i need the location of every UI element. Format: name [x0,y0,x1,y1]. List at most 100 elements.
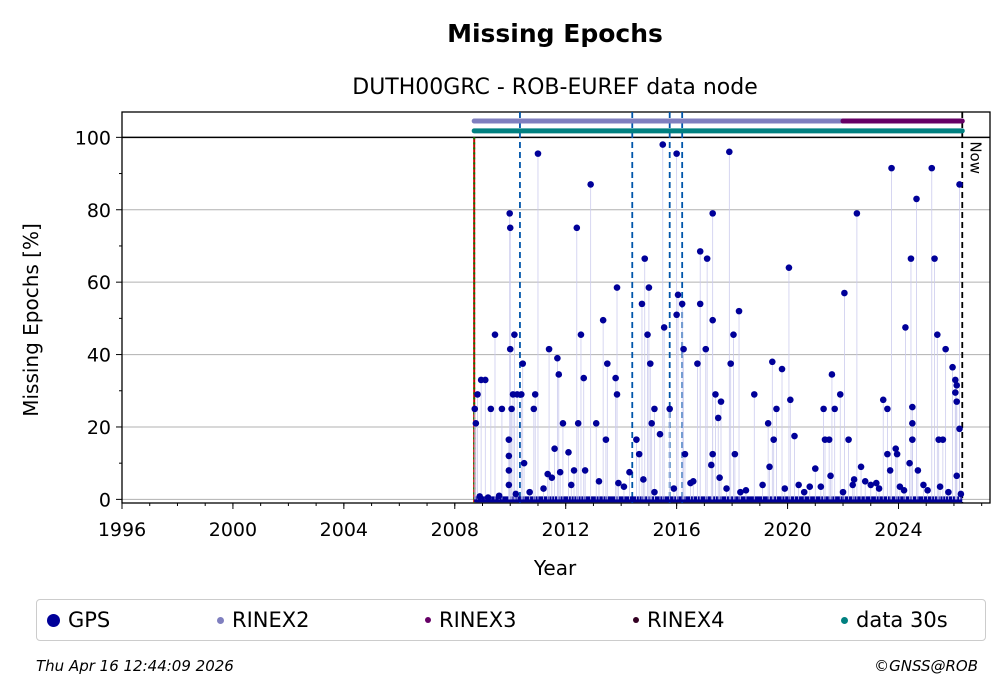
data-point [886,467,894,474]
data-point [673,311,680,319]
x-tick-label: 2000 [209,519,257,541]
data-point [841,289,848,297]
data-point [820,405,827,413]
plot-frame [121,111,991,504]
data-point [484,494,492,501]
x-axis-label: Year [533,556,577,580]
data-point [574,420,582,427]
data-point [742,487,750,494]
data-point [511,331,518,338]
data-point [580,374,588,382]
data-point [778,365,786,373]
data-point [556,468,564,476]
data-point [526,488,533,496]
legend-marker [217,616,224,624]
legend-item: GPS [47,608,110,632]
data-point [645,284,653,291]
data-point [551,445,558,452]
data-point [520,459,528,467]
data-point [544,470,551,478]
data-point [913,195,920,203]
data-point [666,405,673,413]
data-point [942,345,949,353]
data-point [660,324,668,331]
data-point [615,479,622,487]
data-point [909,436,916,443]
data-point [565,449,572,456]
footer-timestamp: Thu Apr 16 12:44:09 2026 [36,657,234,675]
data-point [519,360,527,367]
legend-item: RINEX3 [425,608,517,632]
data-point [638,300,646,308]
data-point [914,467,922,474]
data-point [587,181,594,188]
data-point [952,376,959,384]
y-tick-label: 40 [87,345,111,367]
data-point [505,467,513,474]
data-point [795,481,802,489]
footer-copyright: ©GNSS@ROB [874,657,978,675]
data-point [707,461,715,469]
data-point [714,414,722,422]
legend: GPS RINEX2 RINEX3 RINEX4 data 30s [36,599,986,641]
data-point [505,436,513,443]
data-point [689,477,697,485]
legend-marker [633,617,639,623]
data-point [481,376,489,384]
now-label: Now [966,141,984,174]
data-point [681,450,689,458]
data-point [896,483,904,491]
data-point [613,284,621,291]
x-tick-label: 1996 [98,519,146,541]
data-point [709,450,716,458]
data-point [875,485,883,492]
data-point [920,481,927,489]
data-point [879,396,887,404]
data-point [495,492,503,500]
data-point [934,331,941,338]
data-point [505,452,513,460]
data-point [471,405,479,413]
data-point [945,488,952,496]
data-point [626,468,633,476]
data-point [559,420,567,427]
y-tick-label: 60 [87,272,111,294]
legend-label: RINEX2 [232,608,310,632]
data-point [787,396,794,404]
x-tick-label: 2008 [431,519,479,541]
y-tick-label: 80 [87,200,111,222]
data-point [696,248,704,255]
data-point [620,483,628,491]
legend-label: data 30s [856,608,948,632]
data-point [487,405,495,413]
data-point [670,485,678,492]
data-point [723,485,730,492]
data-point [731,450,739,458]
data-point [953,398,961,405]
y-tick-label: 20 [87,417,111,439]
y-tick-label: 100 [75,127,111,149]
data-point [867,481,875,489]
data-point [773,405,780,413]
data-point [567,481,575,489]
data-point [893,450,901,458]
data-point [717,398,725,405]
data-point [909,403,916,411]
y-axis-label: Missing Epochs [%] [19,223,43,417]
data-point [709,316,716,324]
chart: Missing Epochs DUTH00GRC - ROB-EUREF dat… [19,19,991,580]
data-point [828,371,836,378]
legend-item: RINEX2 [217,608,310,632]
data-point [931,255,938,262]
data-point [817,483,825,491]
data-point [703,255,711,262]
data-point [518,391,525,398]
data-point [853,210,861,217]
data-point [474,391,481,398]
data-point [827,472,834,480]
data-point [770,436,777,443]
data-point [656,430,664,438]
data-point [506,224,514,232]
data-point [849,481,857,489]
data-point [604,360,611,367]
